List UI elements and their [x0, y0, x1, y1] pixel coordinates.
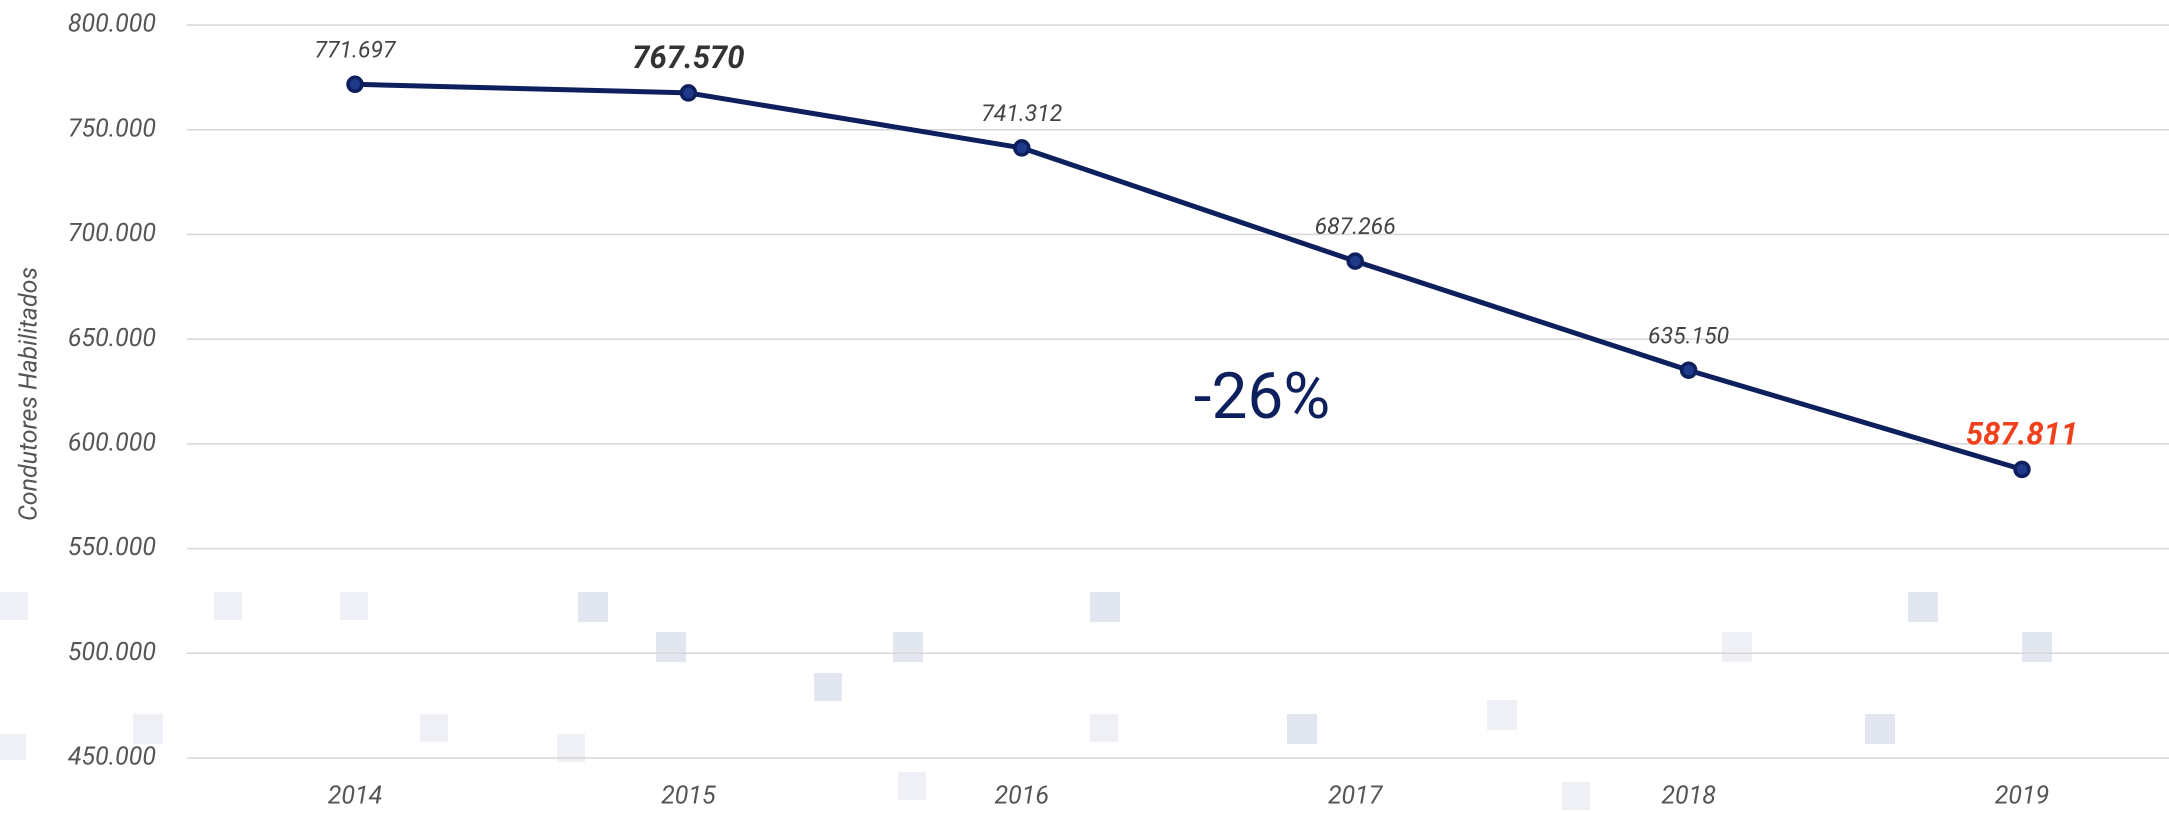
point — [346, 75, 364, 94]
point — [1346, 252, 1364, 270]
annotation: -26% — [1194, 359, 1331, 434]
y-tick-label: 800.000 — [68, 10, 156, 39]
y-axis-label: Condutores Habilitados — [15, 267, 44, 521]
background-decoration — [0, 592, 2052, 810]
y-tick-label: 600.000 — [68, 428, 156, 457]
point — [1679, 361, 1698, 379]
point — [679, 84, 698, 102]
y-tick-label: 550.000 — [68, 533, 156, 562]
value-label: 587.811 — [1966, 416, 2078, 453]
x-tick-label: 2014 — [328, 782, 383, 811]
value-label: 635.150 — [1648, 322, 1729, 349]
x-tick-label: 2019 — [1995, 782, 2050, 811]
y-tick-label: 650.000 — [68, 324, 156, 353]
x-tick-label: 2015 — [661, 782, 716, 811]
y-tick-label: 700.000 — [68, 219, 156, 248]
y-tick-label: 750.000 — [68, 114, 156, 143]
x-tick-label: 2018 — [1661, 782, 1716, 811]
x-tick-label: 2016 — [995, 782, 1050, 811]
y-tick-label: 450.000 — [68, 743, 156, 772]
point — [1013, 139, 1031, 157]
value-label: 687.266 — [1315, 213, 1396, 240]
point — [2013, 460, 2031, 479]
value-label: 771.697 — [314, 36, 397, 63]
y-tick-label: 500.000 — [68, 638, 156, 667]
x-tick-label: 2017 — [1328, 782, 1384, 811]
value-label: 767.570 — [632, 39, 744, 76]
line — [354, 81, 2023, 472]
value-label: 741.312 — [981, 100, 1062, 127]
